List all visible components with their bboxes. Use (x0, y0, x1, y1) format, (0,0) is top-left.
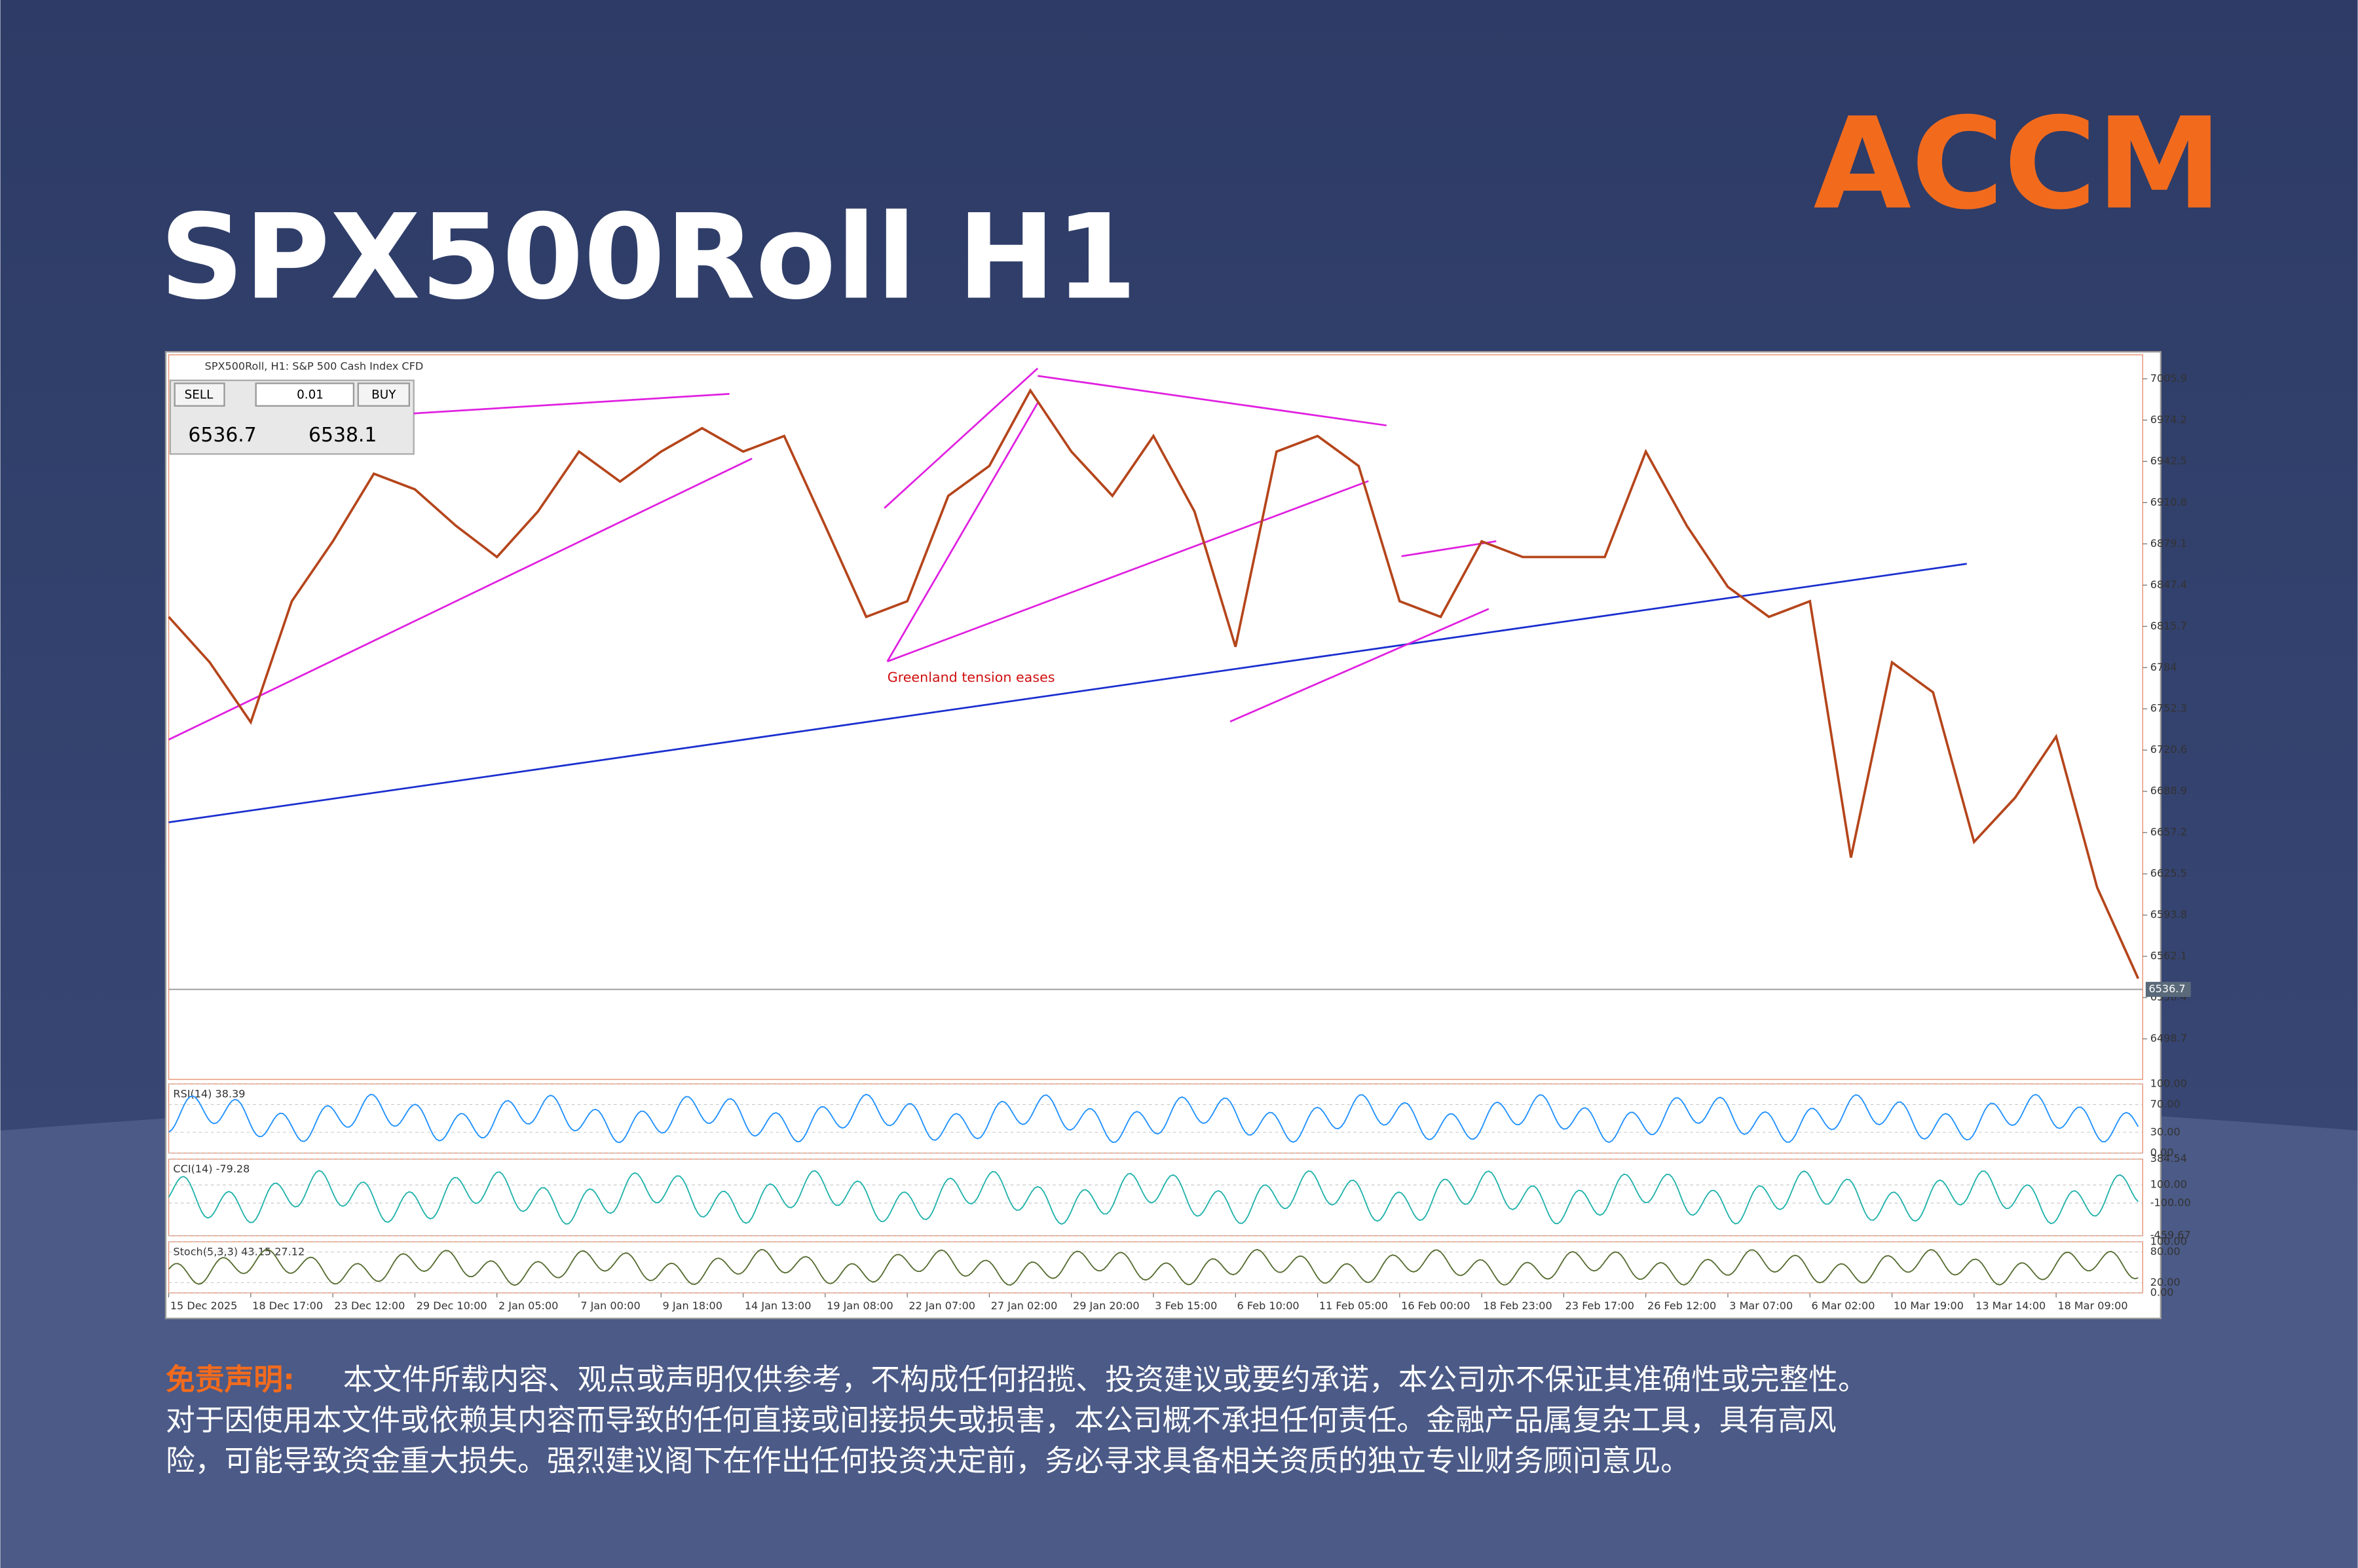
x-tick-label: 6 Mar 02:00 (1812, 1299, 1875, 1312)
disclaimer-label: 免责声明: (166, 1362, 295, 1396)
x-tick-label: 10 Mar 19:00 (1894, 1299, 1964, 1312)
trend-line (1229, 608, 1489, 723)
x-tick-label: 11 Feb 05:00 (1319, 1299, 1388, 1312)
x-tick-label: 26 Feb 12:00 (1647, 1299, 1716, 1312)
x-tick-label: 6 Feb 10:00 (1237, 1299, 1300, 1312)
trend-line (886, 402, 1039, 662)
indicator-label: CCI(14) -79.28 (173, 1163, 250, 1175)
trend-line (887, 480, 1369, 663)
plot-area (168, 354, 2143, 1080)
indicator-tick-label: 0.00 (2150, 1286, 2174, 1298)
y-tick-label: 6657.2 (2150, 826, 2187, 838)
indicator-label: Stoch(5,3,3) 43.15 27.12 (173, 1245, 305, 1258)
logo: ACCM (1814, 91, 2222, 238)
x-tick-label: 23 Dec 12:00 (334, 1299, 405, 1312)
x-tick-label: 2 Jan 05:00 (498, 1299, 558, 1312)
trend-line (884, 367, 1039, 509)
y-tick-label: 6625.5 (2150, 867, 2187, 880)
annotation: Greenland tension eases (888, 669, 1055, 685)
x-tick-label: 27 Jan 02:00 (991, 1299, 1058, 1312)
indicator-tick-label: 100.00 (2150, 1178, 2187, 1191)
x-tick-label: 18 Dec 17:00 (252, 1299, 323, 1312)
indicator-line (168, 1248, 2139, 1286)
x-tick-label: 14 Jan 13:00 (745, 1299, 812, 1312)
trend-line (168, 563, 1967, 823)
x-tick-label: 18 Feb 23:00 (1483, 1299, 1552, 1312)
y-tick-label: 6942.5 (2150, 455, 2187, 467)
disclaimer: 免责声明: 本文件所载内容、观点或声明仅供参考，不构成任何招揽、投资建议或要约承… (166, 1362, 1867, 1478)
disclaimer-line: 对于因使用本文件或依赖其内容而导致的任何直接或间接损失或损害，本公司概不承担任何… (166, 1402, 1837, 1437)
y-tick-label: 6879.1 (2150, 537, 2187, 550)
y-tick-label: 6784 (2150, 661, 2177, 673)
x-tick-label: 3 Mar 07:00 (1729, 1299, 1793, 1312)
trend-line (413, 392, 730, 415)
y-tick-label: 6562.1 (2150, 950, 2187, 962)
disclaimer-line: 险，可能导致资金重大损失。强烈建议阁下在作出任何投资决定前，务必寻求具备相关资质… (166, 1443, 1690, 1478)
indicator-tick-label: 80.00 (2150, 1245, 2180, 1258)
x-tick-label: 23 Feb 17:00 (1565, 1299, 1634, 1312)
indicator-line (168, 1093, 2139, 1144)
x-tick-label: 13 Mar 14:00 (1975, 1299, 2046, 1312)
y-tick-label: 6498.7 (2150, 1032, 2187, 1045)
trend-line (1038, 375, 1387, 426)
trade-panel: SELL BUY 0.01 6536.7 6538.1 (169, 379, 415, 455)
y-tick-label: 6720.6 (2150, 743, 2187, 756)
volume-input[interactable] (255, 383, 355, 407)
indicator-label: RSI(14) 38.39 (173, 1087, 245, 1100)
x-tick-label: 22 Jan 07:00 (908, 1299, 975, 1312)
last-price-label: 6536.7 (2148, 982, 2185, 995)
y-tick-label: 6815.7 (2150, 620, 2187, 632)
indicator-tick-label: 384.54 (2150, 1152, 2187, 1165)
title: SPX500Roll H1 (160, 189, 1137, 326)
y-tick-label: 6910.8 (2150, 496, 2187, 508)
x-tick-label: 18 Mar 09:00 (2057, 1299, 2127, 1312)
indicator-tick-label: 70.00 (2150, 1098, 2180, 1110)
x-tick-label: 29 Dec 10:00 (417, 1299, 487, 1312)
y-tick-label: 6847.4 (2150, 578, 2187, 591)
buy-button[interactable] (357, 383, 410, 407)
x-tick-label: 7 Jan 00:00 (580, 1299, 640, 1312)
indicator-tick-label: 100.00 (2150, 1235, 2187, 1247)
sell-label: SELL (185, 388, 214, 402)
chart-header: SPX500Roll, H1: S&P 500 Cash Index CFD (205, 360, 424, 373)
indicator-tick-label: 100.00 (2150, 1077, 2187, 1089)
trend-lines (168, 367, 1967, 823)
x-tick-label: 9 Jan 18:00 (663, 1299, 722, 1312)
disclaimer-line: 本文件所载内容、观点或声明仅供参考，不构成任何招揽、投资建议或要约承诺，本公司亦… (343, 1362, 1867, 1396)
buy-label: BUY (371, 388, 396, 402)
y-tick-label: 7005.9 (2150, 372, 2187, 384)
y-tick-label: 6752.3 (2150, 702, 2187, 715)
last-price-tag (2145, 982, 2191, 998)
x-tick-label: 19 Jan 08:00 (827, 1299, 893, 1312)
indicator-tick-label: 30.00 (2150, 1125, 2180, 1138)
price-line (168, 388, 2140, 979)
indicator-tick-label: 20.00 (2150, 1276, 2180, 1288)
indicator-tick-label: -100.00 (2150, 1196, 2191, 1208)
bid-price: 6536.7 (188, 424, 256, 447)
indicator-line (168, 1170, 2139, 1225)
x-tick-label: 3 Feb 15:00 (1155, 1299, 1217, 1312)
y-tick-label: 6974.2 (2150, 413, 2187, 426)
x-tick-label: 16 Feb 00:00 (1401, 1299, 1470, 1312)
y-tick-label: 6688.9 (2150, 785, 2187, 797)
x-tick-label: 29 Jan 20:00 (1073, 1299, 1140, 1312)
indicator-tick-label: -459.67 (2150, 1229, 2191, 1241)
trend-line (168, 457, 753, 741)
x-tick-label: 15 Dec 2025 (170, 1299, 238, 1312)
volume: 0.01 (297, 388, 324, 402)
y-tick-label: 6593.8 (2150, 908, 2187, 921)
sell-button[interactable] (174, 383, 225, 407)
ask-price: 6538.1 (309, 424, 377, 447)
indicator-tick-label: 0.00 (2150, 1146, 2174, 1159)
